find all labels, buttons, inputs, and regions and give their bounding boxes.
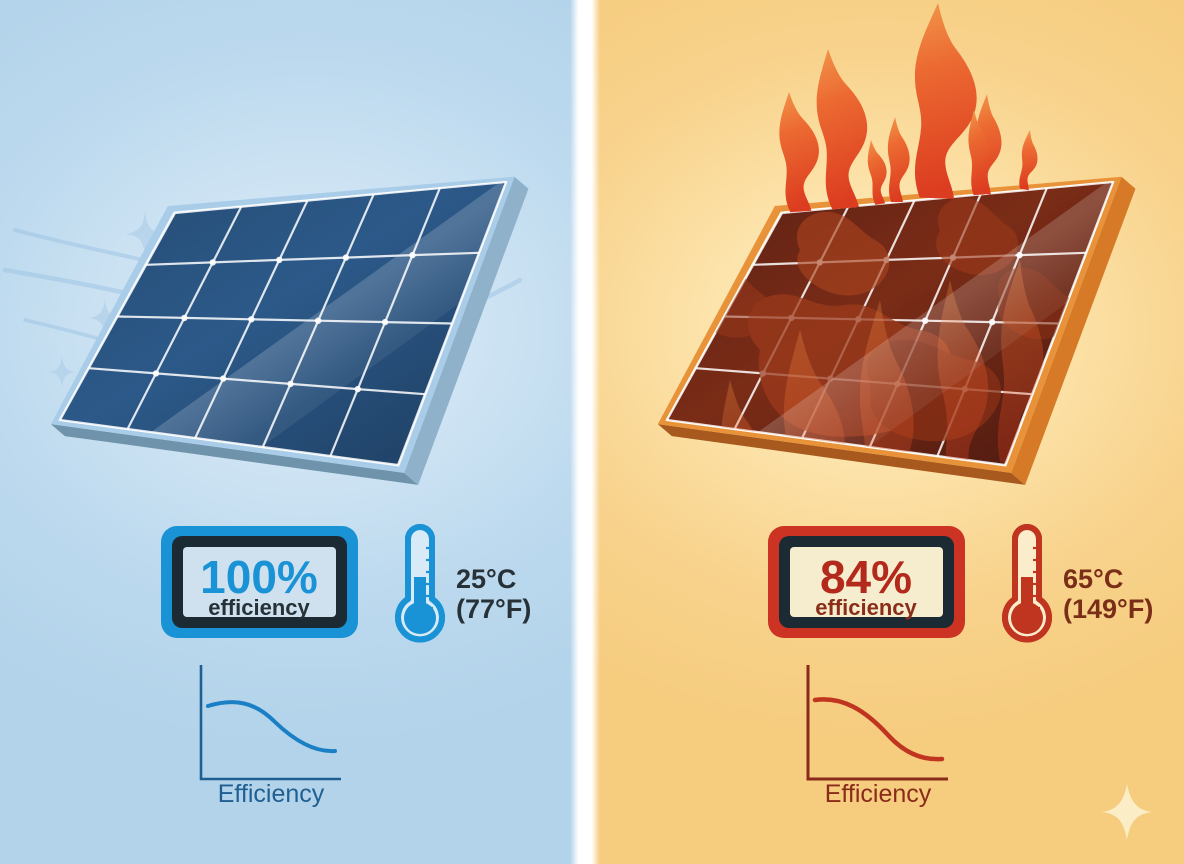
- svg-text:efficiency: efficiency: [815, 595, 917, 620]
- svg-text:65°C: 65°C: [1063, 564, 1123, 594]
- svg-text:(77°F): (77°F): [456, 594, 531, 624]
- svg-text:Efficiency: Efficiency: [825, 780, 932, 808]
- svg-text:25°C: 25°C: [456, 564, 516, 594]
- svg-text:efficiency: efficiency: [208, 595, 310, 620]
- svg-text:(149°F): (149°F): [1063, 594, 1153, 624]
- svg-text:Efficiency: Efficiency: [218, 780, 325, 808]
